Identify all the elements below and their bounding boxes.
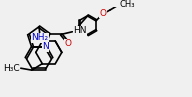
Text: S: S (43, 42, 48, 51)
Text: O: O (100, 9, 107, 18)
Text: HN: HN (73, 26, 87, 35)
Text: NH₂: NH₂ (31, 33, 49, 42)
Text: O: O (65, 39, 72, 48)
Text: CH₃: CH₃ (119, 0, 135, 9)
Text: H₃C: H₃C (3, 64, 19, 73)
Text: N: N (42, 42, 49, 51)
